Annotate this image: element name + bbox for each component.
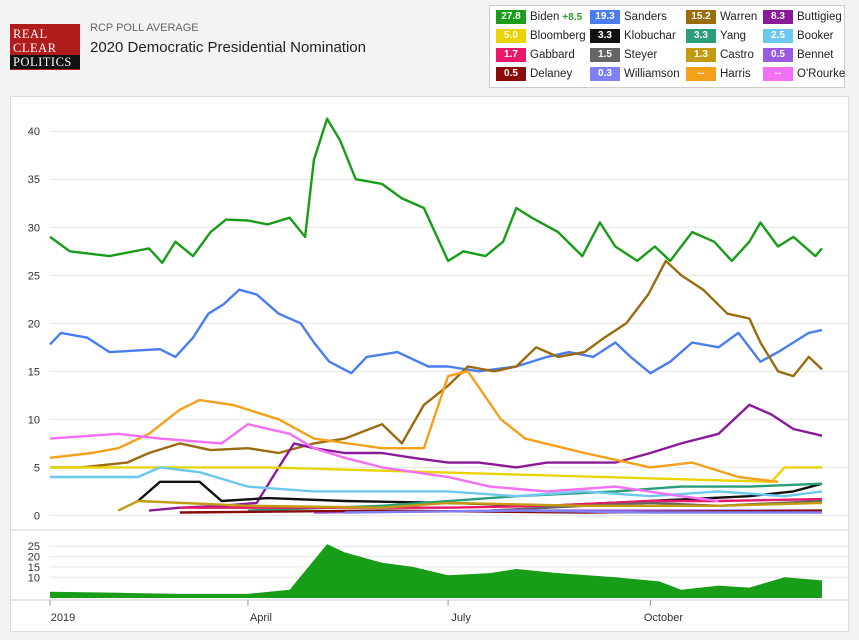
legend-item-buttigieg[interactable]: 8.3 Buttigieg bbox=[763, 10, 842, 26]
legend-item-warren[interactable]: 15.2 Warren bbox=[686, 10, 757, 26]
header: REAL CLEAR POLITICS RCP POLL AVERAGE 202… bbox=[0, 0, 859, 96]
poll-label: RCP POLL AVERAGE bbox=[90, 22, 199, 34]
legend-item-steyer[interactable]: 1.5 Steyer bbox=[590, 48, 657, 64]
mini-y-tick-label: 15 bbox=[28, 562, 40, 574]
mini-y-tick-label: 10 bbox=[28, 572, 40, 584]
legend-item-sanders[interactable]: 19.3 Sanders bbox=[590, 10, 667, 26]
legend-item-williamson[interactable]: 0.3 Williamson bbox=[590, 67, 680, 83]
legend-value: -- bbox=[686, 67, 716, 81]
y-tick-label: 30 bbox=[28, 222, 40, 234]
legend-item-castro[interactable]: 1.3 Castro bbox=[686, 48, 754, 64]
legend-name: Klobuchar bbox=[624, 30, 676, 42]
legend-name: Warren bbox=[720, 11, 758, 23]
legend-value: 0.3 bbox=[590, 67, 620, 81]
logo-line-1: REAL bbox=[13, 27, 48, 41]
series-line-klobuchar bbox=[137, 480, 823, 507]
series-line-harris bbox=[49, 370, 779, 483]
legend-spread: +8.5 bbox=[562, 11, 583, 23]
mini-y-tick-label: 25 bbox=[28, 541, 40, 553]
logo-line-3: POLITICS bbox=[10, 55, 80, 69]
chart-panel bbox=[10, 96, 849, 632]
x-tick-label: April bbox=[250, 612, 272, 624]
legend-value: 2.5 bbox=[763, 29, 793, 43]
legend-item-yang[interactable]: 3.3 Yang bbox=[686, 29, 746, 45]
legend-item-bennet[interactable]: 0.5 Bennet bbox=[763, 48, 833, 64]
legend-name: Sanders bbox=[624, 11, 667, 23]
y-tick-label: 40 bbox=[28, 126, 40, 138]
legend-name: O'Rourke bbox=[797, 68, 846, 80]
legend-item-klobuchar[interactable]: 3.3 Klobuchar bbox=[590, 29, 676, 45]
mini-area-biden-spread bbox=[50, 544, 822, 598]
legend-value: 3.3 bbox=[590, 29, 620, 43]
legend-name: Steyer bbox=[624, 49, 658, 61]
legend-item-biden[interactable]: 27.8 Biden +8.5 bbox=[496, 10, 582, 26]
series-line-buttigieg bbox=[148, 403, 823, 512]
series-line-sanders bbox=[49, 288, 823, 375]
legend-value: 0.5 bbox=[763, 48, 793, 62]
series-line-biden bbox=[49, 117, 823, 264]
legend-name: Delaney bbox=[530, 68, 573, 80]
legend-name: Williamson bbox=[624, 68, 680, 80]
legend-name: Biden bbox=[530, 11, 560, 23]
logo-line-2: CLEAR bbox=[13, 41, 57, 55]
legend-value: 1.5 bbox=[590, 48, 620, 62]
legend-value: 5.0 bbox=[496, 29, 526, 43]
legend-item-harris[interactable]: -- Harris bbox=[686, 67, 751, 83]
series-line-orourke bbox=[49, 423, 719, 503]
x-tick-label: October bbox=[644, 612, 683, 624]
legend-name: Harris bbox=[720, 68, 751, 80]
legend-value: 19.3 bbox=[590, 10, 620, 24]
series-line-booker bbox=[50, 466, 823, 498]
y-tick-label: 10 bbox=[28, 414, 40, 426]
legend-item-delaney[interactable]: 0.5 Delaney bbox=[496, 67, 572, 83]
legend-item-gabbard[interactable]: 1.7 Gabbard bbox=[496, 48, 575, 64]
legend-name: Yang bbox=[720, 30, 747, 42]
legend-name: Booker bbox=[797, 30, 834, 42]
series-line-williamson bbox=[344, 509, 822, 514]
y-tick-label: 35 bbox=[28, 174, 40, 186]
legend-value: 27.8 bbox=[496, 10, 526, 24]
series-line-castro bbox=[117, 499, 823, 512]
mini-y-tick-label: 20 bbox=[28, 552, 40, 564]
x-tick-label: July bbox=[451, 612, 471, 624]
y-tick-label: 25 bbox=[28, 270, 40, 282]
legend-value: 15.2 bbox=[686, 10, 716, 24]
legend-name: Castro bbox=[720, 49, 754, 61]
x-tick-label: 2019 bbox=[51, 612, 75, 624]
legend-value: 1.3 bbox=[686, 48, 716, 62]
legend-name: Gabbard bbox=[530, 49, 575, 61]
legend-name: Buttigieg bbox=[797, 11, 842, 23]
y-tick-label: 5 bbox=[34, 462, 40, 474]
legend-value: 3.3 bbox=[686, 29, 716, 43]
legend: 27.8 Biden +8.5 19.3 Sanders 15.2 Warren 8.3… bbox=[489, 5, 845, 88]
legend-item-orourke[interactable]: -- O'Rourke bbox=[763, 67, 845, 83]
legend-value: 0.5 bbox=[496, 67, 526, 81]
legend-name: Bloomberg bbox=[530, 30, 586, 42]
y-tick-label: 20 bbox=[28, 318, 40, 330]
rcp-logo: REAL CLEAR POLITICS bbox=[10, 24, 80, 70]
series-line-warren bbox=[50, 259, 823, 469]
legend-name: Bennet bbox=[797, 49, 834, 61]
chart-title: 2020 Democratic Presidential Nomination bbox=[90, 39, 366, 56]
legend-item-booker[interactable]: 2.5 Booker bbox=[763, 29, 833, 45]
y-tick-label: 15 bbox=[28, 366, 40, 378]
series-line-yang bbox=[247, 482, 823, 512]
y-tick-label: 0 bbox=[34, 510, 40, 522]
legend-value: 8.3 bbox=[763, 10, 793, 24]
legend-value: -- bbox=[763, 67, 793, 81]
legend-item-bloomberg[interactable]: 5.0 Bloomberg bbox=[496, 29, 586, 45]
legend-value: 1.7 bbox=[496, 48, 526, 62]
